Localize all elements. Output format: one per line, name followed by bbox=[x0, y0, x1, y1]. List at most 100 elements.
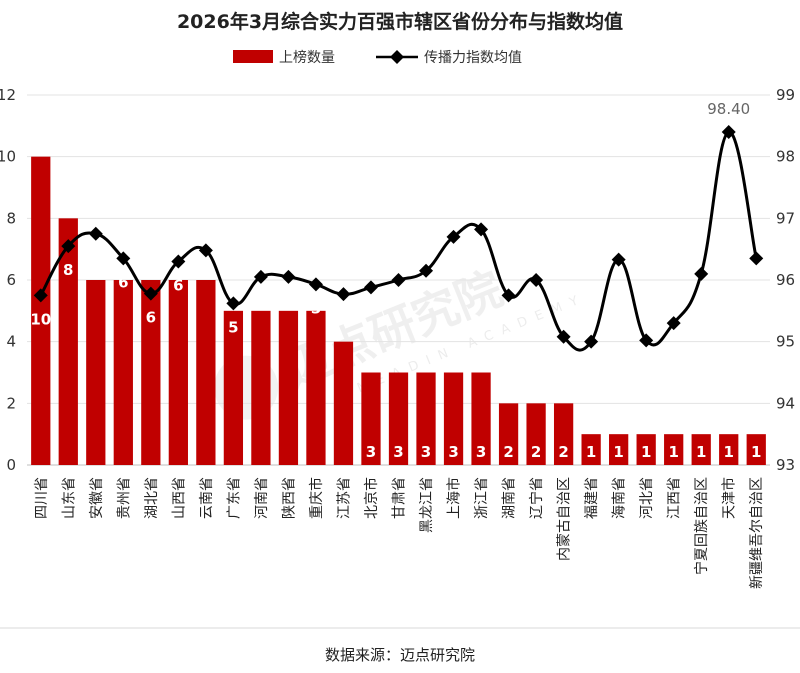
category-label: 山东省 bbox=[61, 477, 77, 519]
line-point bbox=[584, 334, 599, 349]
category-labels: 四川省 山东省 安徽省 贵州省 湖北省 山西省 云南省 广东省 河南省 陕西省 重庆市 江苏省 北京市甘… bbox=[34, 477, 765, 589]
line-point bbox=[419, 263, 434, 278]
bar-value-label: 8 bbox=[63, 261, 73, 279]
category-label: 北京市 bbox=[363, 477, 380, 519]
bar-value-label: 3 bbox=[366, 443, 376, 461]
bar-value-label: 3 bbox=[393, 443, 403, 461]
right-tick-label: 94 bbox=[776, 394, 795, 412]
category-label: 浙江省 bbox=[474, 477, 490, 519]
bar bbox=[526, 403, 546, 465]
bar bbox=[609, 434, 629, 465]
bar bbox=[58, 218, 78, 465]
bar-value-label: 1 bbox=[724, 443, 734, 461]
category-label: 湖北省 bbox=[144, 477, 160, 519]
category-label: 广东省 bbox=[226, 477, 242, 519]
category-label: 辽宁省 bbox=[528, 477, 545, 519]
line-point bbox=[474, 222, 489, 237]
bar-value-label: 1 bbox=[751, 443, 761, 461]
bar bbox=[719, 434, 739, 465]
category-label: 云南省 bbox=[199, 477, 215, 519]
bar-value-label: 6 bbox=[91, 249, 101, 267]
category-label: 黑龙江省 bbox=[419, 477, 435, 533]
line-point bbox=[171, 254, 186, 269]
bar bbox=[471, 372, 491, 465]
legend-marker-diamond-icon bbox=[390, 50, 404, 64]
line-point bbox=[639, 333, 654, 348]
line-point bbox=[721, 125, 736, 139]
bar-value-label: 4 bbox=[338, 309, 348, 327]
bar bbox=[306, 310, 326, 465]
bar bbox=[223, 310, 244, 465]
bar-value-label: 5 bbox=[256, 292, 266, 310]
bar-value-label: 3 bbox=[476, 443, 486, 461]
line-point bbox=[501, 288, 516, 303]
category-label: 湖南省 bbox=[502, 477, 518, 519]
chart-title: 2026年3月综合实力百强市辖区省份分布与指数均值 bbox=[177, 10, 623, 33]
category-label: 福建省 bbox=[584, 477, 600, 519]
bar bbox=[278, 310, 299, 465]
line-point bbox=[88, 226, 103, 241]
bar bbox=[746, 434, 766, 465]
bar-value-label: 1 bbox=[641, 443, 651, 461]
line-point bbox=[446, 229, 461, 244]
line-point bbox=[556, 329, 571, 344]
line-point bbox=[281, 269, 296, 284]
category-label: 山西省 bbox=[171, 477, 187, 519]
index-line bbox=[33, 125, 764, 352]
bar bbox=[636, 434, 656, 465]
bar bbox=[664, 434, 684, 465]
left-tick-label: 2 bbox=[6, 394, 16, 412]
bar-value-label: 10 bbox=[30, 310, 51, 328]
bars bbox=[31, 156, 766, 465]
category-label: 重庆市 bbox=[308, 477, 325, 519]
bar-value-label: 5 bbox=[283, 292, 293, 310]
bar bbox=[333, 341, 354, 465]
bar bbox=[416, 372, 436, 465]
bar bbox=[251, 310, 271, 465]
bar bbox=[443, 372, 464, 465]
bar bbox=[168, 280, 188, 465]
left-tick-label: 6 bbox=[6, 271, 16, 289]
legend: 上榜数量 传播力指数均值 bbox=[233, 49, 522, 66]
bar-value-label: 3 bbox=[421, 443, 431, 461]
index-line-path bbox=[39, 130, 758, 352]
category-label: 四川省 bbox=[34, 477, 50, 519]
line-point bbox=[61, 239, 76, 254]
source-note: 数据来源：迈点研究院 bbox=[325, 646, 475, 664]
bar-value-label: 2 bbox=[531, 443, 541, 461]
legend-swatch-bar bbox=[233, 50, 273, 63]
bar-value-label: 3 bbox=[448, 443, 458, 461]
category-label: 贵州省 bbox=[116, 477, 132, 519]
right-axis: 93 94 95 96 97 98 99 bbox=[776, 86, 795, 474]
left-tick-label: 12 bbox=[0, 86, 16, 104]
bar-value-label: 1 bbox=[696, 443, 706, 461]
bar-value-label: 1 bbox=[668, 443, 678, 461]
line-point bbox=[336, 287, 351, 302]
category-label: 陕西省 bbox=[281, 477, 297, 519]
line-point bbox=[363, 280, 378, 295]
line-point bbox=[666, 316, 681, 331]
line-point bbox=[33, 288, 48, 303]
bar-value-label: 6 bbox=[146, 309, 156, 327]
left-tick-label: 4 bbox=[6, 333, 16, 351]
right-tick-label: 98 bbox=[776, 148, 795, 166]
bar-value-label: 6 bbox=[201, 265, 211, 283]
line-point bbox=[143, 286, 158, 301]
bar bbox=[388, 372, 409, 465]
bar-value-label: 2 bbox=[558, 443, 568, 461]
bar-value-label: 5 bbox=[228, 318, 238, 336]
line-point bbox=[391, 273, 406, 287]
bar bbox=[141, 280, 161, 465]
line-point bbox=[749, 251, 764, 266]
right-tick-label: 95 bbox=[776, 333, 795, 351]
line-point bbox=[308, 277, 323, 292]
bar-value-label: 5 bbox=[311, 299, 321, 317]
left-axis: 0 2 4 6 8 10 12 bbox=[0, 86, 16, 474]
category-label: 新疆维吾尔自治区 bbox=[749, 477, 765, 589]
category-label: 天津市 bbox=[721, 477, 738, 519]
right-tick-label: 97 bbox=[776, 209, 795, 227]
left-tick-label: 10 bbox=[0, 148, 16, 166]
category-label: 上海市 bbox=[446, 477, 463, 519]
